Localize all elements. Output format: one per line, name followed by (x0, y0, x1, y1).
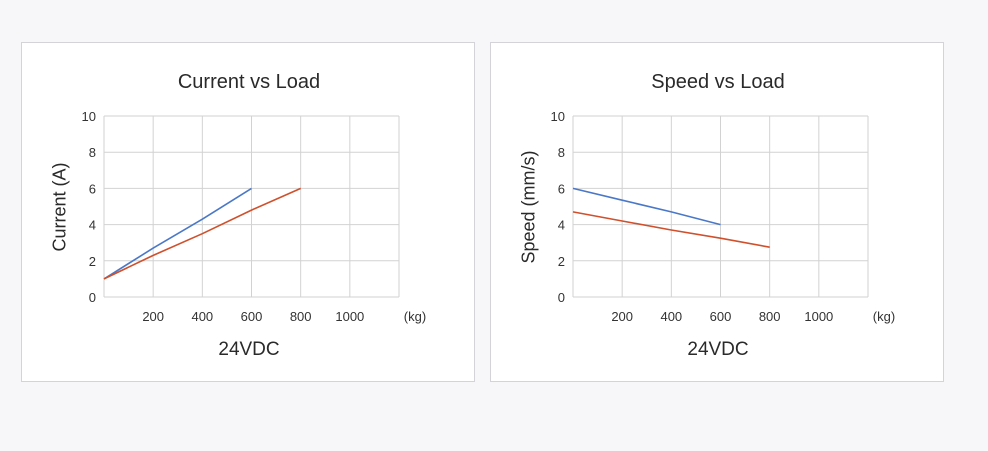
y-tick-label: 0 (558, 290, 565, 305)
speed-vs-load-plot: 0 2 4 6 8 10 200 400 600 800 1000 (kg) (551, 109, 896, 324)
y-tick-label: 6 (89, 181, 96, 196)
y-tick-label: 2 (89, 254, 96, 269)
x-tick-label: 1000 (804, 309, 833, 324)
chart-footer: 24VDC (687, 339, 749, 360)
chart-title: Speed vs Load (651, 71, 785, 93)
current-vs-load-chart: Current vs Load Current (A) 0 2 4 6 8 10 200 40… (21, 42, 475, 382)
x-unit-label: (kg) (873, 309, 895, 324)
x-tick-label: 400 (660, 309, 682, 324)
y-tick-label: 4 (558, 218, 565, 233)
series-line-1 (103, 187, 252, 280)
chart-title: Current vs Load (177, 71, 321, 93)
x-tick-label: 600 (241, 309, 263, 324)
x-tick-label: 1000 (335, 309, 364, 324)
y-tick-label: 10 (551, 109, 565, 124)
y-tick-label: 4 (89, 218, 96, 233)
y-tick-label: 8 (89, 145, 96, 160)
speed-vs-load-chart: Speed vs Load Speed (mm/s) 0 2 4 6 8 10 200 400… (490, 42, 944, 382)
x-tick-label: 200 (142, 309, 164, 324)
chart-footer: 24VDC (218, 339, 280, 360)
x-tick-label: 400 (191, 309, 213, 324)
x-tick-label: 800 (290, 309, 312, 324)
y-tick-label: 10 (82, 109, 96, 124)
y-tick-label: 8 (558, 145, 565, 160)
x-tick-label: 200 (611, 309, 633, 324)
y-tick-label: 6 (558, 181, 565, 196)
x-tick-label: 600 (710, 309, 732, 324)
x-unit-label: (kg) (404, 309, 426, 324)
series-line-2 (572, 211, 770, 248)
series-line-1 (572, 187, 721, 226)
current-vs-load-plot: 0 2 4 6 8 10 200 400 600 800 1000 (kg) (82, 109, 427, 324)
y-tick-label: 2 (558, 254, 565, 269)
x-tick-label: 800 (759, 309, 781, 324)
y-tick-label: 0 (89, 290, 96, 305)
series-line-2 (103, 187, 302, 280)
